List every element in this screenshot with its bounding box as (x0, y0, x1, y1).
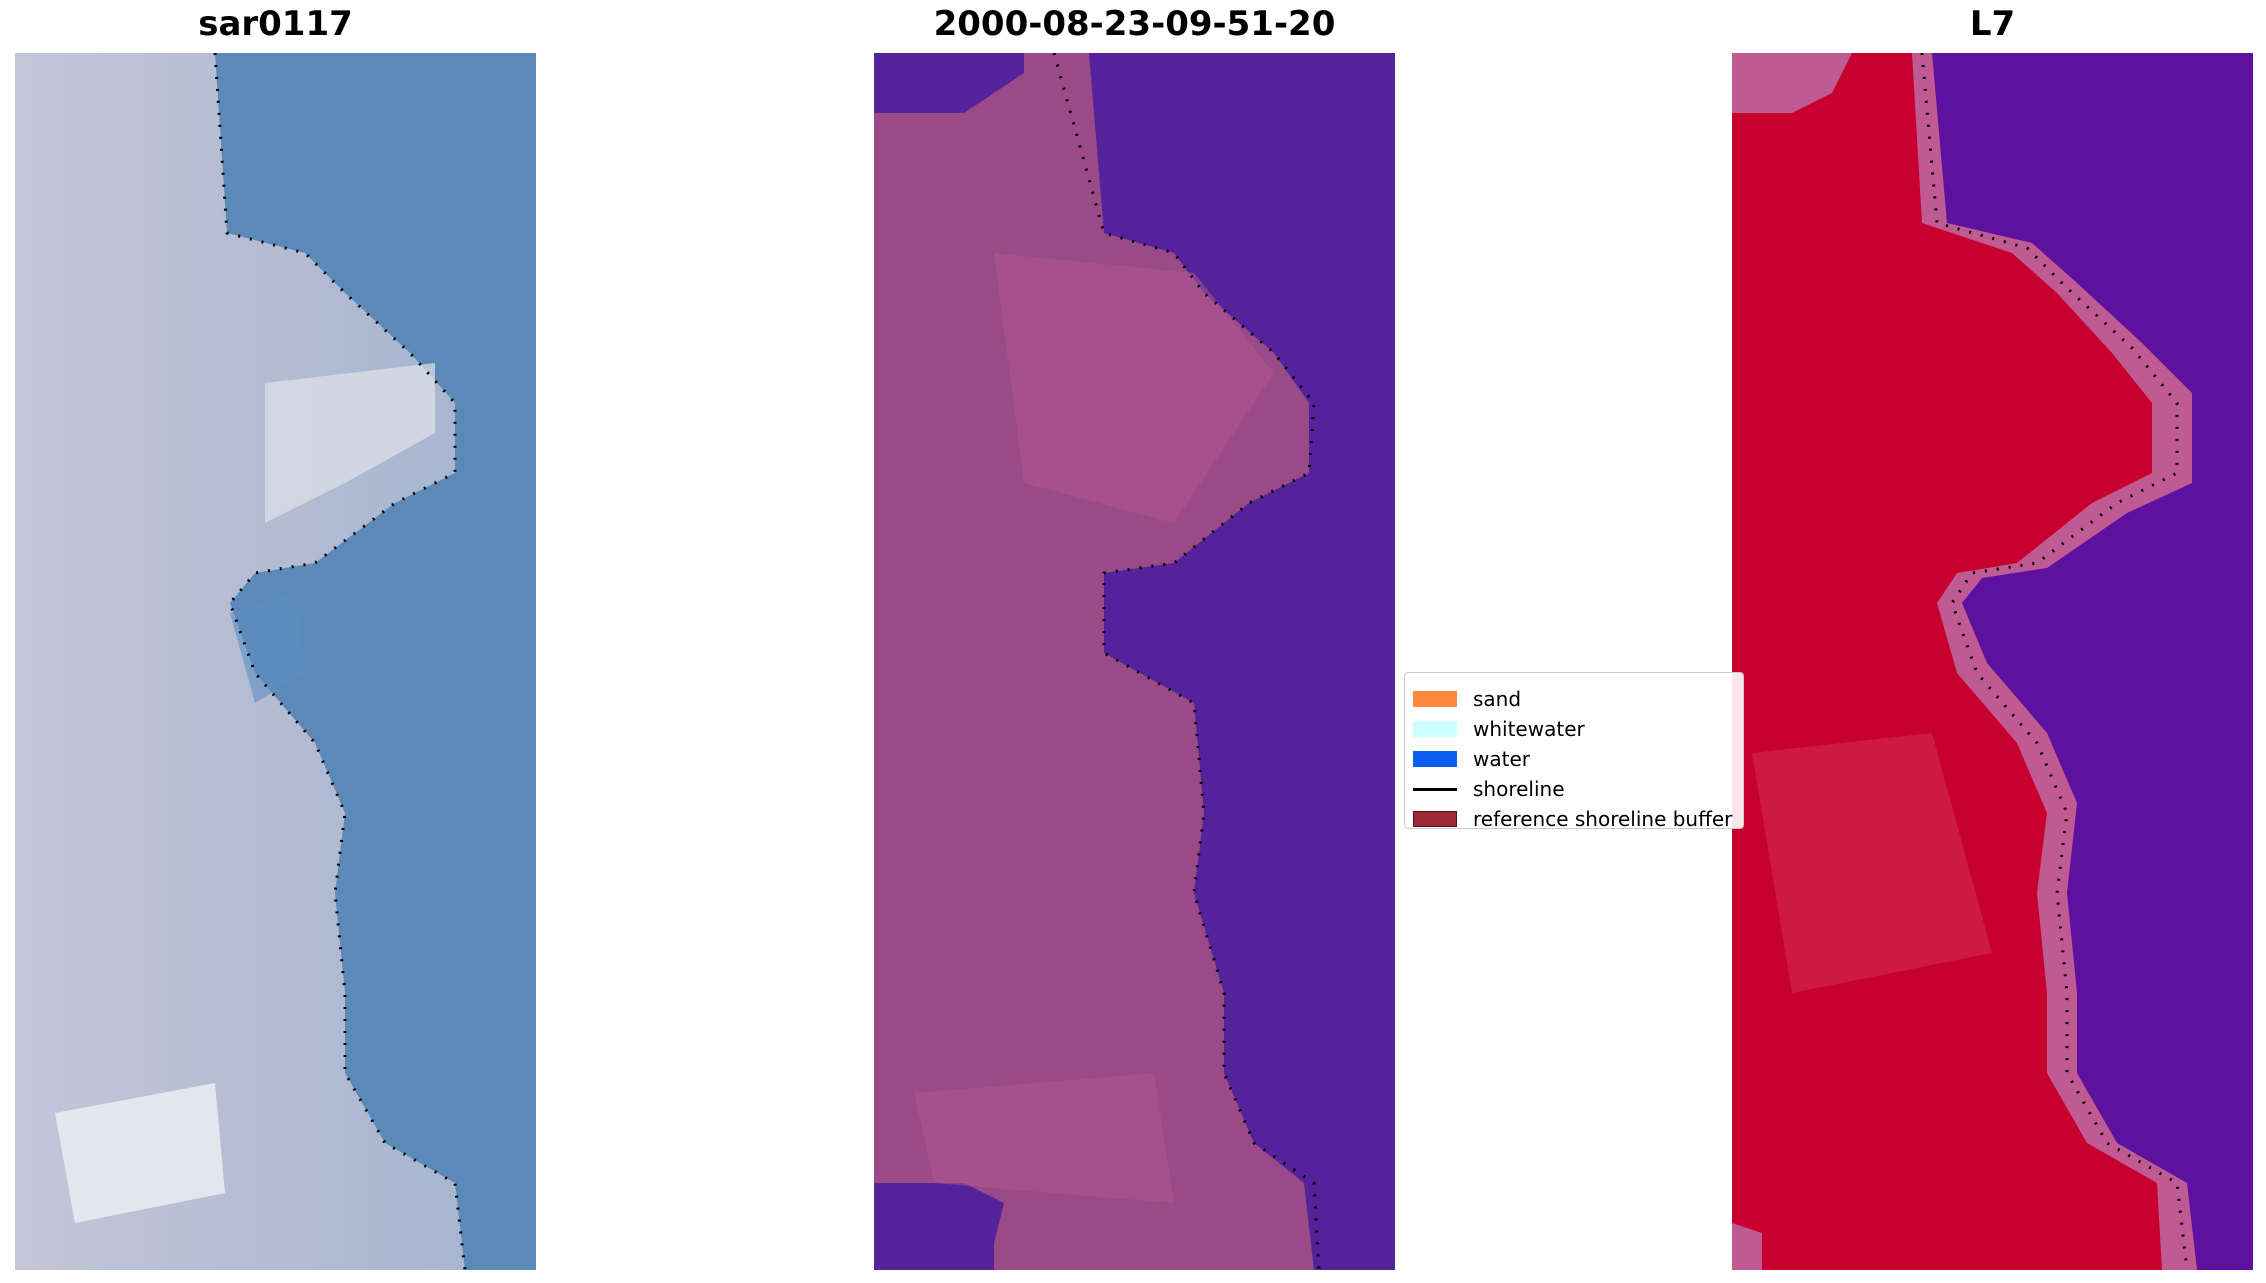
legend-label-sand: sand (1473, 687, 1522, 711)
whitewater-swatch (1413, 721, 1457, 737)
panel-title-rgb: sar0117 (198, 4, 353, 44)
bright-patch (55, 1083, 225, 1223)
legend-item-sand: sand (1413, 684, 1521, 714)
sand-highlight (994, 253, 1274, 523)
classified-image-panel (874, 53, 1395, 1270)
legend-item-reference-buffer: reference shoreline buffer (1413, 804, 1733, 829)
index-texture (1752, 733, 1992, 993)
index-image (1732, 53, 2253, 1270)
legend: sand whitewater water shoreline referenc… (1404, 672, 1744, 829)
panel-title-index: L7 (1969, 4, 2016, 44)
reference-buffer-swatch (1413, 811, 1457, 827)
legend-item-shoreline: shoreline (1413, 774, 1565, 804)
surf-patch (265, 363, 435, 523)
sand-highlight (914, 1073, 1174, 1203)
legend-label-reference-buffer: reference shoreline buffer (1473, 807, 1733, 829)
rgb-image-panel (15, 53, 536, 1270)
water-swatch (1413, 751, 1457, 767)
legend-label-shoreline: shoreline (1473, 777, 1565, 801)
legend-item-water: water (1413, 744, 1530, 774)
index-image-panel (1732, 53, 2253, 1270)
legend-item-whitewater: whitewater (1413, 714, 1585, 744)
legend-label-water: water (1473, 747, 1530, 771)
shoreline (1052, 53, 1321, 1270)
sand-swatch (1413, 691, 1457, 707)
shoreline-line-swatch (1413, 787, 1457, 791)
channel-patch (230, 593, 305, 703)
shoreline (1920, 53, 2189, 1270)
rgb-image (15, 53, 536, 1270)
legend-label-whitewater: whitewater (1473, 717, 1585, 741)
land-area (15, 53, 465, 1270)
panel-title-classified: 2000-08-23-09-51-20 (933, 4, 1336, 44)
classified-image (874, 53, 1395, 1270)
land-area (1732, 53, 2162, 1270)
